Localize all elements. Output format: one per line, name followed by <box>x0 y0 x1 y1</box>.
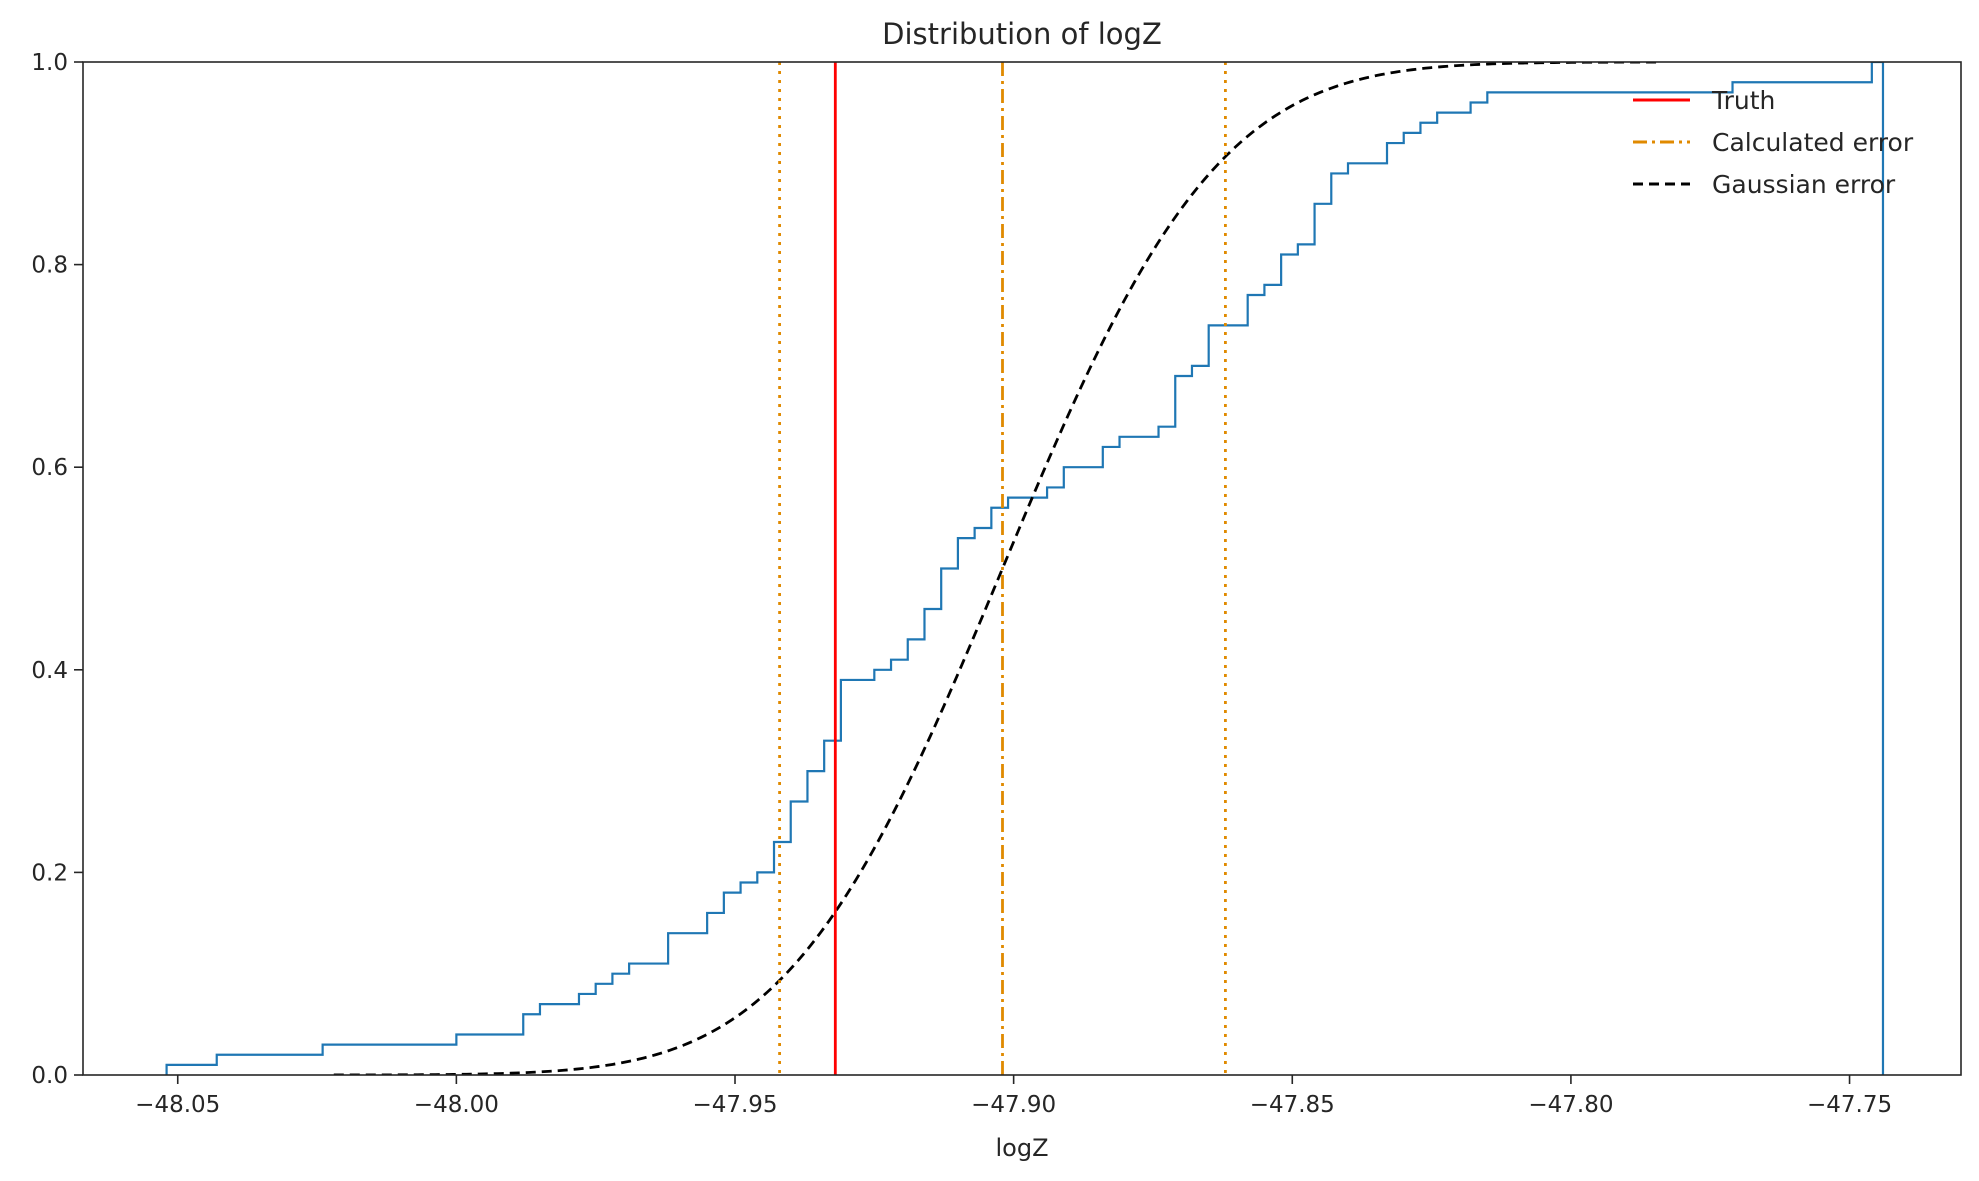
x-tick-label: −47.85 <box>1250 1092 1335 1118</box>
legend: Truth Calculated error Gaussian error <box>1633 86 1914 199</box>
gaussian-cdf-line <box>333 62 1661 1075</box>
x-tick-label: −47.75 <box>1807 1092 1892 1118</box>
legend-label: Truth <box>1711 86 1775 115</box>
y-tick-label: 0.6 <box>31 455 68 481</box>
y-tick-label: 0.8 <box>31 253 68 279</box>
plot-series <box>165 62 1885 1075</box>
y-tick-label: 1.0 <box>31 50 68 76</box>
ecdf-step-line <box>165 62 1885 1075</box>
x-tick-label: −48.00 <box>414 1092 499 1118</box>
y-axis: 0.0 0.2 0.4 0.6 0.8 1.0 <box>31 50 83 1089</box>
legend-label: Gaussian error <box>1712 170 1896 199</box>
x-tick-label: −47.90 <box>971 1092 1056 1118</box>
legend-label: Calculated error <box>1712 128 1914 157</box>
plot-area <box>165 62 1885 1075</box>
y-tick-label: 0.0 <box>31 1063 68 1089</box>
y-tick-label: 0.4 <box>31 658 68 684</box>
chart-title: Distribution of logZ <box>882 17 1162 51</box>
x-tick-label: −47.80 <box>1528 1092 1613 1118</box>
axes-frame <box>82 61 1962 1076</box>
x-tick-label: −48.05 <box>135 1092 220 1118</box>
x-tick-label: −47.95 <box>692 1092 777 1118</box>
x-axis: −48.05 −48.00 −47.95 −47.90 −47.85 −47.80 −47.… <box>135 1075 1892 1118</box>
x-axis-label: logZ <box>995 1134 1048 1162</box>
y-tick-label: 0.2 <box>31 860 68 886</box>
